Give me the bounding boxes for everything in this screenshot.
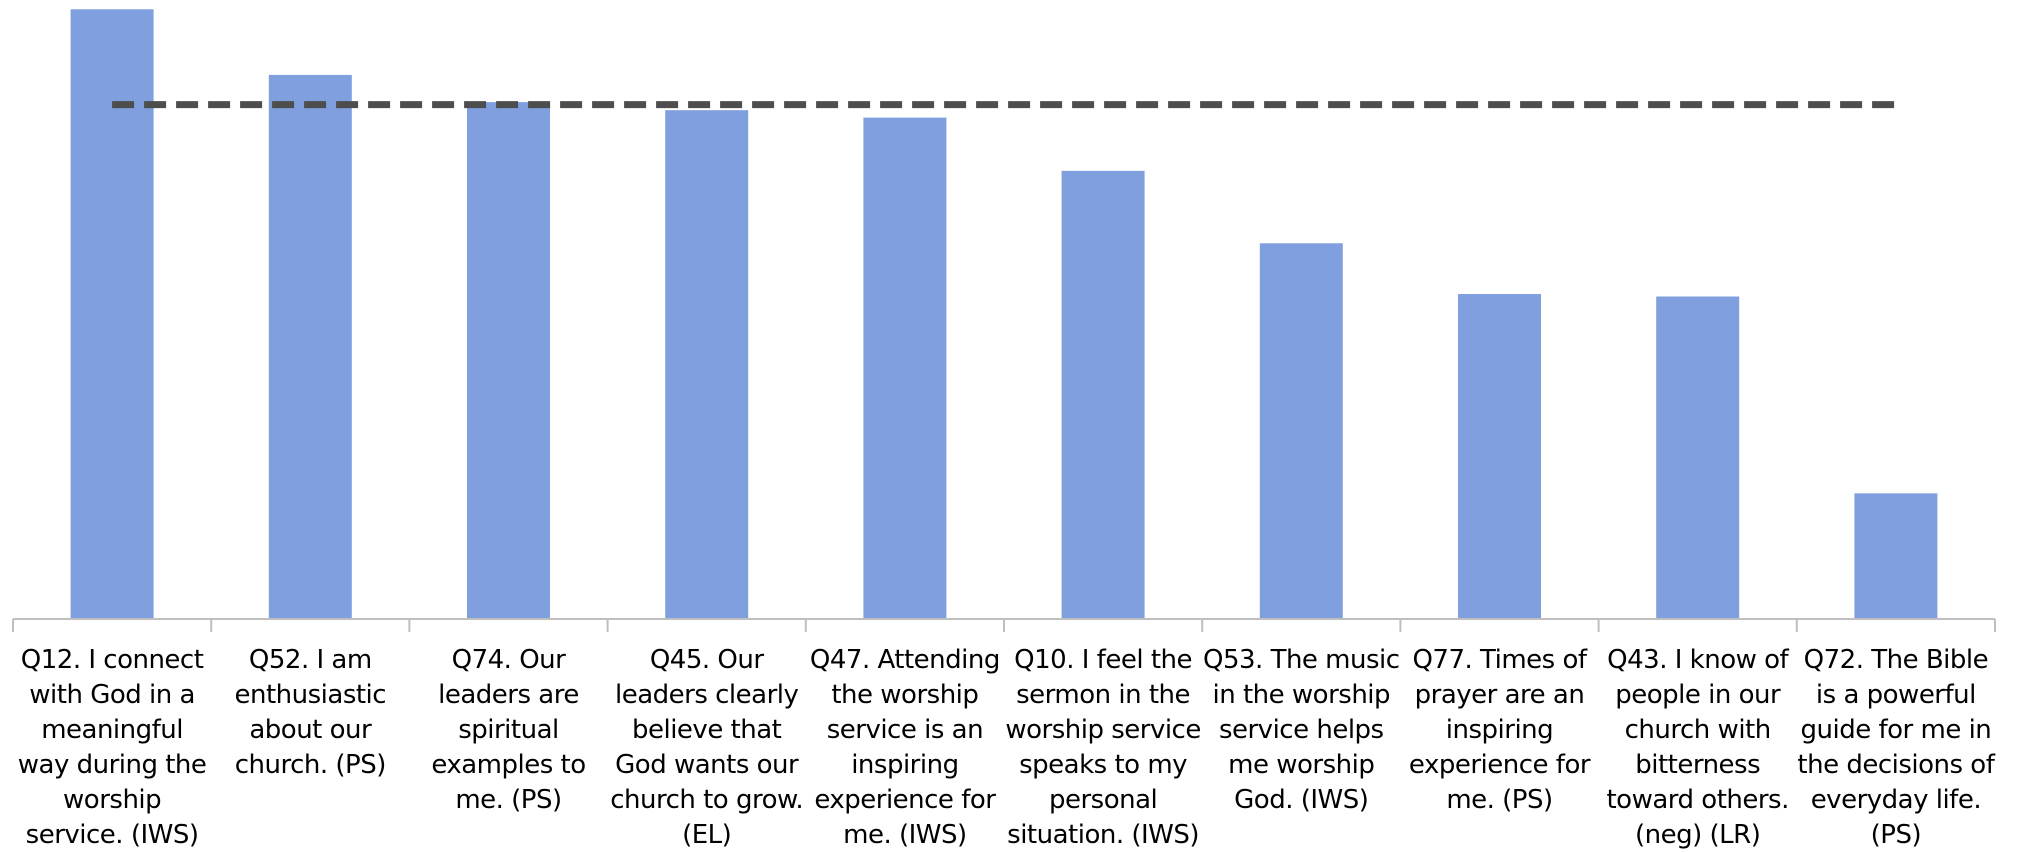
- x-tick-label: Q43. I know of people in our church with…: [1606, 645, 1789, 850]
- x-tick-label: Q47. Attending the worship service is an…: [809, 645, 1000, 850]
- x-tick-label: Q52. I am enthusiastic about our church.…: [234, 645, 387, 780]
- bar: [467, 102, 550, 619]
- x-tick-label: Q12. I connect with God in a meaningful …: [17, 645, 207, 850]
- x-tick-label: Q72. The Bible is a powerful guide for m…: [1797, 645, 1995, 850]
- bar: [665, 110, 749, 619]
- bar: [1854, 493, 1938, 619]
- x-tick-label: Q77. Times of prayer are an inspiring ex…: [1408, 645, 1591, 815]
- x-tick-label: Q74. Our leaders are spiritual examples …: [431, 645, 586, 815]
- x-tick-label: Q10. I feel the sermon in the worship se…: [1005, 645, 1201, 850]
- bar: [70, 9, 154, 620]
- bar: [1656, 296, 1740, 619]
- bar: [1061, 170, 1145, 619]
- bar: [268, 74, 352, 620]
- x-tick-label: Q53. The music in the worship service he…: [1202, 645, 1400, 815]
- bar: [1458, 294, 1541, 619]
- x-tick-label: Q45. Our leaders clearly believe that Go…: [610, 645, 804, 850]
- bar: [1259, 243, 1343, 619]
- bar: [863, 117, 947, 620]
